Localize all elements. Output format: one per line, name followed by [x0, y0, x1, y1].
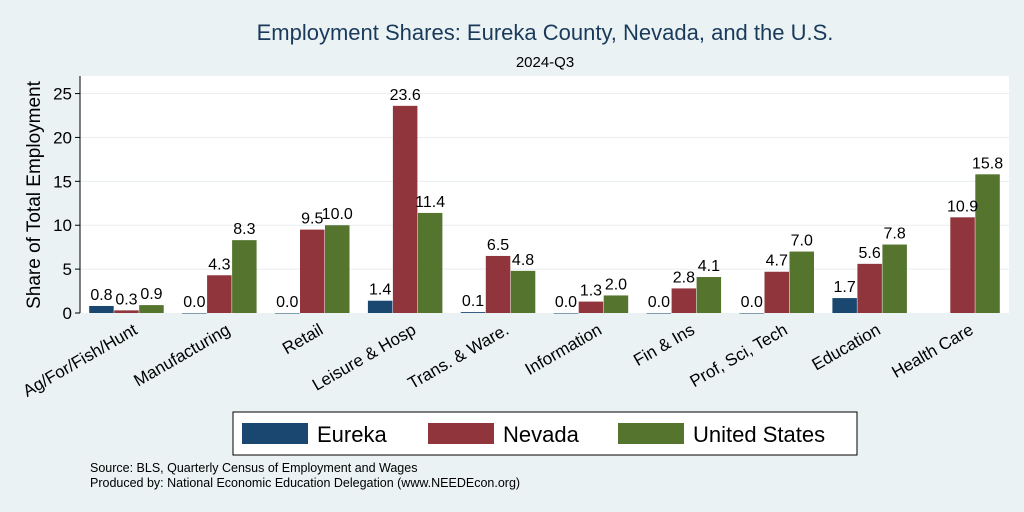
legend-label-united-states: United States	[693, 422, 825, 447]
bar-nevada-prof-sci-tech	[764, 271, 789, 313]
bar-united-states-fin-ins	[696, 277, 722, 313]
bar-united-states-education	[882, 244, 907, 313]
bar-eureka-information	[553, 313, 579, 314]
value-label-eureka-manufacturing: 0.0	[183, 294, 205, 311]
bar-united-states-information	[603, 295, 629, 313]
chart-title: Employment Shares: Eureka County, Nevada…	[257, 20, 834, 45]
bar-eureka-education	[832, 298, 857, 313]
source-note: Source: BLS, Quarterly Census of Employm…	[90, 461, 417, 475]
bar-united-states-trans-ware	[510, 270, 536, 313]
x-category-label-information: Information	[522, 320, 605, 379]
x-category-label-retail: Retail	[279, 320, 326, 358]
value-label-eureka-leisure-hosp: 1.4	[369, 282, 391, 299]
x-category-label-ag-for-fish-hunt: Ag/For/Fish/Hunt	[20, 320, 141, 401]
value-label-nevada-prof-sci-tech: 4.7	[766, 253, 788, 270]
y-ticks: 0 5 10 15 20 25	[53, 85, 80, 323]
bar-nevada-trans-ware	[485, 255, 511, 313]
bar-eureka-fin-ins	[646, 313, 672, 314]
value-label-united-states-leisure-hosp: 11.4	[415, 194, 445, 211]
bar-nevada-education	[857, 263, 882, 313]
value-label-nevada-trans-ware: 6.5	[487, 237, 509, 254]
value-label-eureka-trans-ware: 0.1	[462, 293, 484, 310]
bar-united-states-prof-sci-tech	[789, 251, 814, 313]
value-labels: 0.8 0.3 0.9 0.0 4.3 8.3 0.0 9.510.0 1.4 23.6 11.4 0…	[90, 87, 1003, 311]
value-label-nevada-education: 5.6	[859, 245, 881, 262]
x-category-label-health-care: Health Care	[888, 320, 976, 382]
bar-united-states-retail	[325, 225, 350, 313]
produced-note: Produced by: National Economic Education…	[90, 476, 520, 490]
bar-nevada-retail	[300, 229, 325, 313]
chart-subtitle: 2024-Q3	[516, 54, 574, 71]
bar-eureka-leisure-hosp	[367, 300, 393, 313]
legend-swatch-eureka	[242, 423, 308, 444]
value-label-united-states-manufacturing: 8.3	[233, 221, 255, 238]
value-label-united-states-ag-for-fish-hunt: 0.9	[140, 286, 162, 303]
value-label-nevada-information: 1.3	[580, 283, 602, 300]
bar-eureka-trans-ware	[460, 312, 486, 313]
value-label-eureka-prof-sci-tech: 0.0	[741, 294, 763, 311]
value-label-eureka-ag-for-fish-hunt: 0.8	[90, 287, 112, 304]
bar-nevada-information	[578, 301, 604, 313]
legend-label-nevada: Nevada	[503, 422, 580, 447]
value-label-nevada-fin-ins: 2.8	[673, 269, 695, 286]
x-category-label-manufacturing: Manufacturing	[131, 320, 234, 390]
legend: Eureka Nevada United States	[232, 411, 858, 456]
y-tick-label: 20	[53, 128, 72, 147]
value-label-united-states-education: 7.8	[884, 226, 906, 243]
value-label-united-states-retail: 10.0	[322, 206, 353, 223]
legend-swatch-united-states	[618, 423, 684, 444]
bars	[89, 105, 1000, 314]
y-tick-label: 25	[53, 85, 72, 104]
value-label-united-states-health-care: 15.8	[972, 155, 1003, 172]
bar-nevada-leisure-hosp	[392, 105, 418, 313]
value-label-nevada-ag-for-fish-hunt: 0.3	[115, 291, 137, 308]
bar-eureka-ag-for-fish-hunt	[89, 305, 114, 313]
y-tick-label: 15	[53, 172, 72, 191]
x-category-label-prof-sci-tech: Prof, Sci, Tech	[687, 320, 791, 391]
value-label-nevada-manufacturing: 4.3	[208, 256, 230, 273]
x-category-label-education: Education	[809, 320, 884, 374]
x-category-label-leisure-hosp: Leisure & Hosp	[309, 320, 419, 395]
bar-eureka-manufacturing	[182, 313, 207, 314]
bar-nevada-health-care	[950, 217, 975, 313]
value-label-united-states-prof-sci-tech: 7.0	[791, 233, 813, 250]
bar-eureka-prof-sci-tech	[739, 313, 764, 314]
bar-nevada-ag-for-fish-hunt	[114, 310, 139, 313]
bar-eureka-retail	[275, 313, 300, 314]
bar-united-states-leisure-hosp	[417, 212, 443, 313]
bar-united-states-health-care	[975, 174, 1000, 313]
legend-box	[232, 411, 858, 456]
bar-nevada-fin-ins	[671, 288, 697, 313]
value-label-nevada-health-care: 10.9	[947, 198, 978, 215]
y-tick-label: 5	[63, 260, 72, 279]
legend-label-eureka: Eureka	[317, 422, 387, 447]
bar-united-states-ag-for-fish-hunt	[139, 305, 164, 313]
x-category-label-fin-ins: Fin & Ins	[630, 320, 698, 370]
bar-united-states-manufacturing	[232, 240, 257, 313]
value-label-eureka-retail: 0.0	[276, 294, 298, 311]
value-label-eureka-education: 1.7	[834, 279, 856, 296]
legend-swatch-nevada	[428, 423, 494, 444]
value-label-united-states-fin-ins: 4.1	[698, 258, 720, 275]
x-category-label-trans-ware: Trans. & Ware.	[405, 320, 512, 393]
value-label-united-states-information: 2.0	[605, 276, 627, 293]
value-label-nevada-retail: 9.5	[301, 211, 323, 228]
value-label-nevada-leisure-hosp: 23.6	[390, 87, 421, 104]
value-label-eureka-information: 0.0	[555, 294, 577, 311]
bar-nevada-manufacturing	[207, 275, 232, 313]
y-tick-label: 10	[53, 216, 72, 235]
value-label-eureka-fin-ins: 0.0	[648, 294, 670, 311]
value-label-united-states-trans-ware: 4.8	[512, 252, 534, 269]
y-tick-label: 0	[63, 304, 72, 323]
y-axis-label: Share of Total Employment	[24, 80, 45, 308]
